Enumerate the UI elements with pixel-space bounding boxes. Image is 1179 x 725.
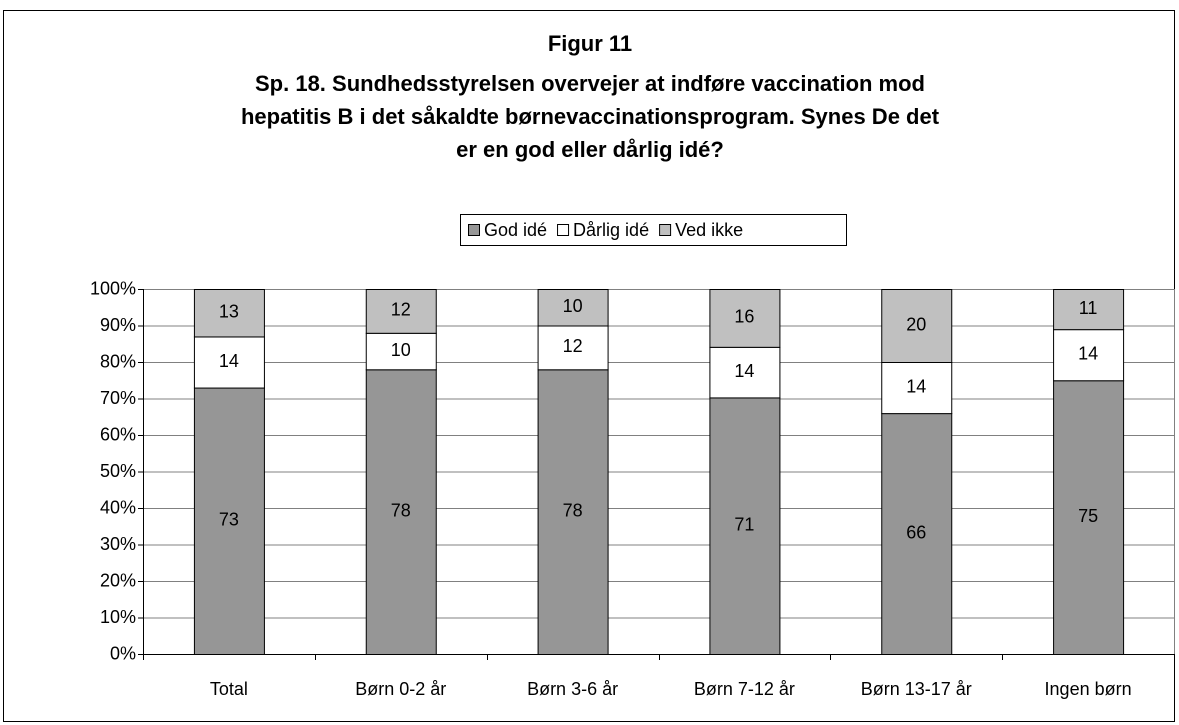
legend-swatch (659, 224, 672, 236)
legend-box (460, 214, 847, 246)
bar-segment (193, 336, 265, 389)
legend-label: Dårlig idé (573, 220, 649, 240)
bar-segment (193, 289, 265, 338)
y-tick-label: 70% (100, 388, 136, 408)
data-label: 14 (734, 361, 754, 381)
bar-segment (709, 346, 781, 399)
data-label: 13 (219, 301, 239, 321)
data-label: 66 (906, 522, 926, 542)
data-label: 78 (391, 500, 411, 520)
x-tick-label: Ingen børn (1045, 679, 1132, 699)
bar-segment (1053, 289, 1125, 331)
chart-title: hepatitis B i det såkaldte børnevaccinat… (241, 104, 940, 129)
y-tick-label: 0% (110, 643, 136, 663)
bar-segment (365, 369, 437, 655)
data-label: 73 (219, 510, 239, 530)
y-tick-label: 100% (90, 278, 136, 298)
bar-segment (709, 289, 781, 348)
bar-segment (1053, 329, 1125, 382)
bar-segment (365, 332, 437, 371)
bar-segment (365, 289, 437, 334)
data-label: 71 (734, 514, 754, 534)
data-label: 14 (906, 376, 926, 396)
y-tick-label: 90% (100, 315, 136, 335)
bar-segment (881, 362, 953, 415)
chart-title: Figur 11 (548, 31, 632, 56)
bar-segment (537, 325, 609, 371)
y-tick-label: 40% (100, 497, 136, 517)
data-label: 10 (391, 340, 411, 360)
y-tick-label: 60% (100, 424, 136, 444)
data-label: 16 (734, 307, 754, 327)
x-tick-label: Børn 0-2 år (355, 679, 446, 699)
data-label: 14 (219, 351, 239, 371)
x-tick-label: Børn 3-6 år (527, 679, 618, 699)
data-label: 12 (563, 336, 583, 356)
data-label: 75 (1078, 506, 1098, 526)
y-tick-label: 80% (100, 351, 136, 371)
bar-segment (537, 289, 609, 327)
x-tick-label: Total (210, 679, 248, 699)
data-label: 14 (1078, 343, 1098, 363)
data-label: 10 (563, 296, 583, 316)
legend-swatch (557, 224, 570, 236)
y-tick-label: 10% (100, 607, 136, 627)
x-tick-label: Børn 7-12 år (694, 679, 795, 699)
chart-title: Sp. 18. Sundhedsstyrelsen overvejer at i… (255, 71, 925, 96)
y-tick-label: 50% (100, 461, 136, 481)
y-tick-label: 30% (100, 534, 136, 554)
legend-swatch (468, 224, 480, 236)
bar-segment (193, 387, 265, 655)
bar-segment (881, 289, 953, 363)
bar-segment (537, 369, 609, 655)
chart-title: er en god eller dårlig idé? (456, 137, 724, 162)
y-tick-label: 20% (100, 570, 136, 590)
data-label: 12 (391, 300, 411, 320)
data-label: 78 (563, 500, 583, 520)
legend-label: Ved ikke (675, 220, 743, 240)
data-label: 20 (906, 314, 926, 334)
bar-segment (881, 413, 953, 655)
legend-label: God idé (484, 220, 547, 240)
data-label: 11 (1079, 298, 1098, 318)
x-tick-label: Børn 13-17 år (861, 679, 972, 699)
